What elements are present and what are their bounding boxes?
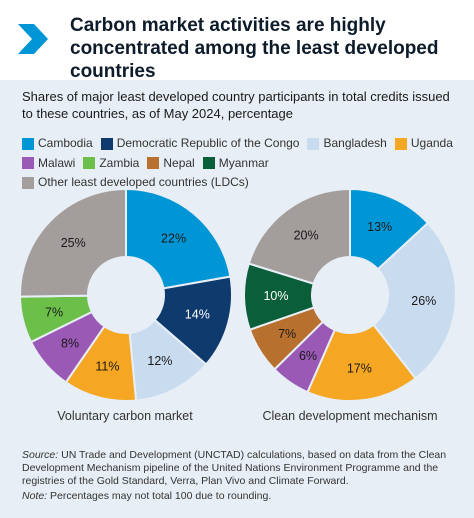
legend-label: Democratic Republic of the Congo bbox=[116, 136, 300, 150]
slice-data-label: 7% bbox=[278, 327, 296, 341]
pie-slice-bangladesh bbox=[372, 221, 457, 380]
slice-data-label: 10% bbox=[263, 289, 288, 303]
slice-data-label: 25% bbox=[61, 236, 86, 250]
legend-swatch bbox=[307, 137, 320, 150]
legend-label: Bangladesh bbox=[323, 136, 387, 150]
legend-swatch bbox=[83, 157, 96, 169]
legend-swatch bbox=[394, 137, 407, 150]
legend-label: Nepal bbox=[163, 155, 195, 170]
legend: Cambodia Democratic Republic of the Congo… bbox=[22, 135, 468, 194]
legend-item: Cambodia bbox=[22, 135, 93, 152]
legend-label: Myanmar bbox=[218, 155, 269, 170]
legend-swatch bbox=[147, 157, 160, 169]
slice-data-label: 20% bbox=[294, 228, 319, 242]
legend-item: Uganda bbox=[394, 135, 453, 152]
pie-slice-uganda bbox=[306, 323, 417, 402]
note-prefix: Note: bbox=[22, 490, 48, 502]
legend-swatch bbox=[22, 176, 34, 189]
legend-item: Other least developed countries (LDCs) bbox=[22, 174, 249, 191]
legend-item: Myanmar bbox=[202, 155, 269, 172]
header-banner: Carbon market activities are highly conc… bbox=[0, 0, 474, 82]
slice-data-label: 17% bbox=[347, 361, 372, 375]
slice-data-label: 7% bbox=[45, 305, 63, 319]
legend-label: Cambodia bbox=[38, 136, 93, 150]
source-note: Source: UN Trade and Development (UNCTAD… bbox=[22, 449, 462, 488]
legend-swatch bbox=[202, 157, 215, 169]
legend-item: Malawi bbox=[22, 155, 75, 172]
chart-subtitle: Shares of major least developed country … bbox=[22, 89, 450, 121]
note-text: Percentages may not total 100 due to rou… bbox=[50, 490, 272, 502]
pie-slice-other-least-developed-countries-ldcs- bbox=[19, 187, 127, 298]
slice-data-label: 6% bbox=[299, 349, 317, 363]
footnote: Note: Percentages may not total 100 due … bbox=[22, 490, 462, 503]
slice-data-label: 26% bbox=[411, 294, 436, 308]
legend-label: Other least developed countries (LDCs) bbox=[38, 175, 249, 189]
chevron-right-icon bbox=[18, 24, 48, 54]
chart-caption-vcm: Voluntary carbon market bbox=[57, 409, 193, 423]
slice-data-label: 8% bbox=[61, 336, 79, 350]
legend-item: Zambia bbox=[83, 155, 139, 172]
legend-swatch bbox=[22, 137, 34, 150]
pie-slice-cambodia bbox=[125, 187, 232, 290]
legend-item: Bangladesh bbox=[307, 135, 387, 152]
charts-area: 22%14%12%11%8%7%25%13%26%17%6%7%10%20% bbox=[18, 187, 457, 402]
slice-data-label: 12% bbox=[147, 354, 172, 368]
slice-data-label: 22% bbox=[161, 231, 186, 245]
slice-data-label: 14% bbox=[185, 308, 210, 322]
source-prefix: Source: bbox=[22, 449, 59, 461]
legend-label: Zambia bbox=[99, 155, 140, 170]
legend-swatch bbox=[22, 157, 34, 169]
legend-label: Malawi bbox=[38, 155, 76, 170]
chart-caption-cdm: Clean development mechanism bbox=[262, 409, 438, 423]
pie-slice-other-least-developed-countries-ldcs- bbox=[247, 187, 351, 285]
source-text: UN Trade and Development (UNCTAD) calcul… bbox=[22, 449, 447, 487]
slice-data-label: 13% bbox=[367, 220, 392, 234]
legend-swatch bbox=[100, 137, 113, 150]
legend-item: Democratic Republic of the Congo bbox=[100, 135, 300, 152]
legend-label: Uganda bbox=[410, 136, 453, 150]
slice-data-label: 11% bbox=[95, 360, 119, 374]
legend-item: Nepal bbox=[147, 155, 195, 172]
page-title: Carbon market activities are highly conc… bbox=[70, 15, 439, 82]
